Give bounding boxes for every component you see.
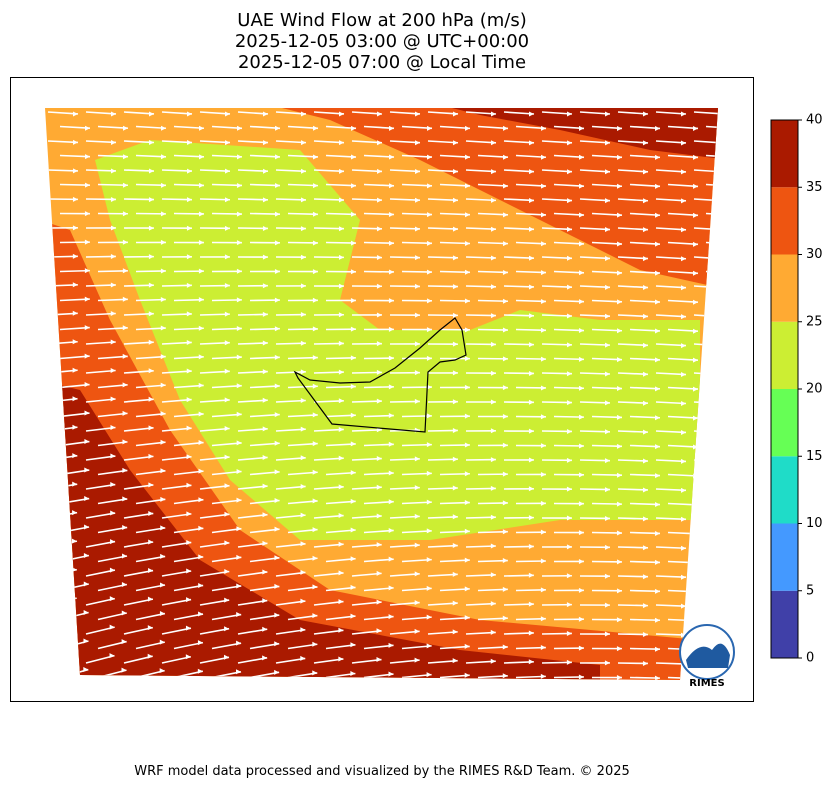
colorbar-segment <box>771 389 798 456</box>
wind-arrow <box>706 504 736 506</box>
colorbar-segment <box>771 120 798 187</box>
arrow-head <box>719 575 724 580</box>
arrow-head <box>731 184 736 189</box>
arrow-head <box>693 589 698 594</box>
wind-arrow <box>706 243 736 245</box>
wind-arrow <box>706 446 736 448</box>
wind-arrow <box>706 301 736 303</box>
wind-arrow <box>48 570 77 576</box>
wind-arrow <box>48 627 76 634</box>
arrow-head <box>719 314 724 319</box>
wind-field <box>40 100 736 690</box>
arrow-head <box>719 111 724 116</box>
arrow-head <box>719 372 724 377</box>
wind-arrow <box>694 402 724 404</box>
wind-arrow <box>694 547 724 549</box>
wind-arrow <box>706 330 736 332</box>
colorbar-tick-label: 35 <box>806 180 823 195</box>
colorbar-segment <box>771 524 798 591</box>
colorbar-tick-label: 40 <box>806 113 823 128</box>
wind-arrow <box>706 591 736 593</box>
arrow-head <box>731 300 736 305</box>
wind-arrow <box>706 272 736 274</box>
colorbar-segment <box>771 322 798 389</box>
arrow-head <box>693 502 698 507</box>
colorbar-segment <box>771 255 798 322</box>
arrow-head <box>71 624 76 629</box>
arrow-head <box>719 285 724 290</box>
arrow-head <box>719 546 724 551</box>
arrow-head <box>731 242 736 247</box>
title-line: 2025-12-05 07:00 @ Local Time <box>238 52 526 73</box>
arrow-head <box>731 358 736 363</box>
colorbar-tick-label: 10 <box>806 516 823 531</box>
colorbar-tick-label: 15 <box>806 449 823 464</box>
wind-arrow <box>706 620 736 622</box>
wind-arrow <box>706 562 736 564</box>
arrow-head <box>731 619 736 624</box>
arrow-head <box>693 618 698 623</box>
arrow-head <box>719 140 724 145</box>
wind-arrow <box>706 417 736 419</box>
arrow-head <box>693 560 698 565</box>
arrow-head <box>719 459 724 464</box>
colorbar: 0 5 10 15 20 25 30 35 40 <box>771 113 823 666</box>
wind-arrow <box>694 460 724 462</box>
wind-arrow <box>694 518 724 520</box>
arrow-head <box>719 198 724 203</box>
arrow-head <box>731 590 736 595</box>
arrow-head <box>731 445 736 450</box>
arrow-head <box>731 416 736 421</box>
arrow-head <box>731 155 736 160</box>
colorbar-tick-label: 30 <box>806 247 823 262</box>
arrow-head <box>731 126 736 131</box>
arrow-head <box>719 343 724 348</box>
wind-arrow <box>706 388 736 390</box>
title-line: UAE Wind Flow at 200 hPa (m/s) <box>237 10 526 31</box>
wind-arrow <box>694 605 724 607</box>
arrow-head <box>731 677 736 682</box>
arrow-head <box>719 169 724 174</box>
footer: WRF model data processed and visualized … <box>134 764 630 779</box>
logo: RIMES <box>680 625 734 689</box>
arrow-head <box>719 256 724 261</box>
colorbar-tick-label: 0 <box>806 651 814 666</box>
arrow-head <box>731 387 736 392</box>
wind-arrow <box>706 475 736 477</box>
arrow-head <box>719 227 724 232</box>
arrow-head <box>731 213 736 218</box>
logo-text: RIMES <box>689 678 724 689</box>
wind-arrow <box>694 576 724 578</box>
title-line: 2025-12-05 03:00 @ UTC+00:00 <box>235 31 529 52</box>
arrow-head <box>731 329 736 334</box>
wind-arrow <box>694 489 724 491</box>
arrow-head <box>719 430 724 435</box>
wind-arrow <box>706 533 736 535</box>
colorbar-tick-label: 25 <box>806 314 823 329</box>
colorbar-segment <box>771 187 798 254</box>
arrow-head <box>693 473 698 478</box>
wind-arrow <box>706 359 736 361</box>
wind-arrow <box>48 598 77 605</box>
arrow-head <box>731 271 736 276</box>
arrow-head <box>719 401 724 406</box>
arrow-head <box>693 531 698 536</box>
arrow-head <box>731 503 736 508</box>
wind-arrow <box>694 431 724 433</box>
colorbar-segment <box>771 456 798 523</box>
wind-arrow <box>48 655 76 663</box>
colorbar-tick-label: 20 <box>806 382 823 397</box>
arrow-head <box>719 517 724 522</box>
arrow-head <box>719 488 724 493</box>
arrow-head <box>731 474 736 479</box>
arrow-head <box>731 561 736 566</box>
colorbar-segment <box>771 591 798 658</box>
colorbar-tick-label: 5 <box>806 583 814 598</box>
arrow-head <box>731 532 736 537</box>
arrow-head <box>719 604 724 609</box>
arrow-head <box>71 653 76 658</box>
